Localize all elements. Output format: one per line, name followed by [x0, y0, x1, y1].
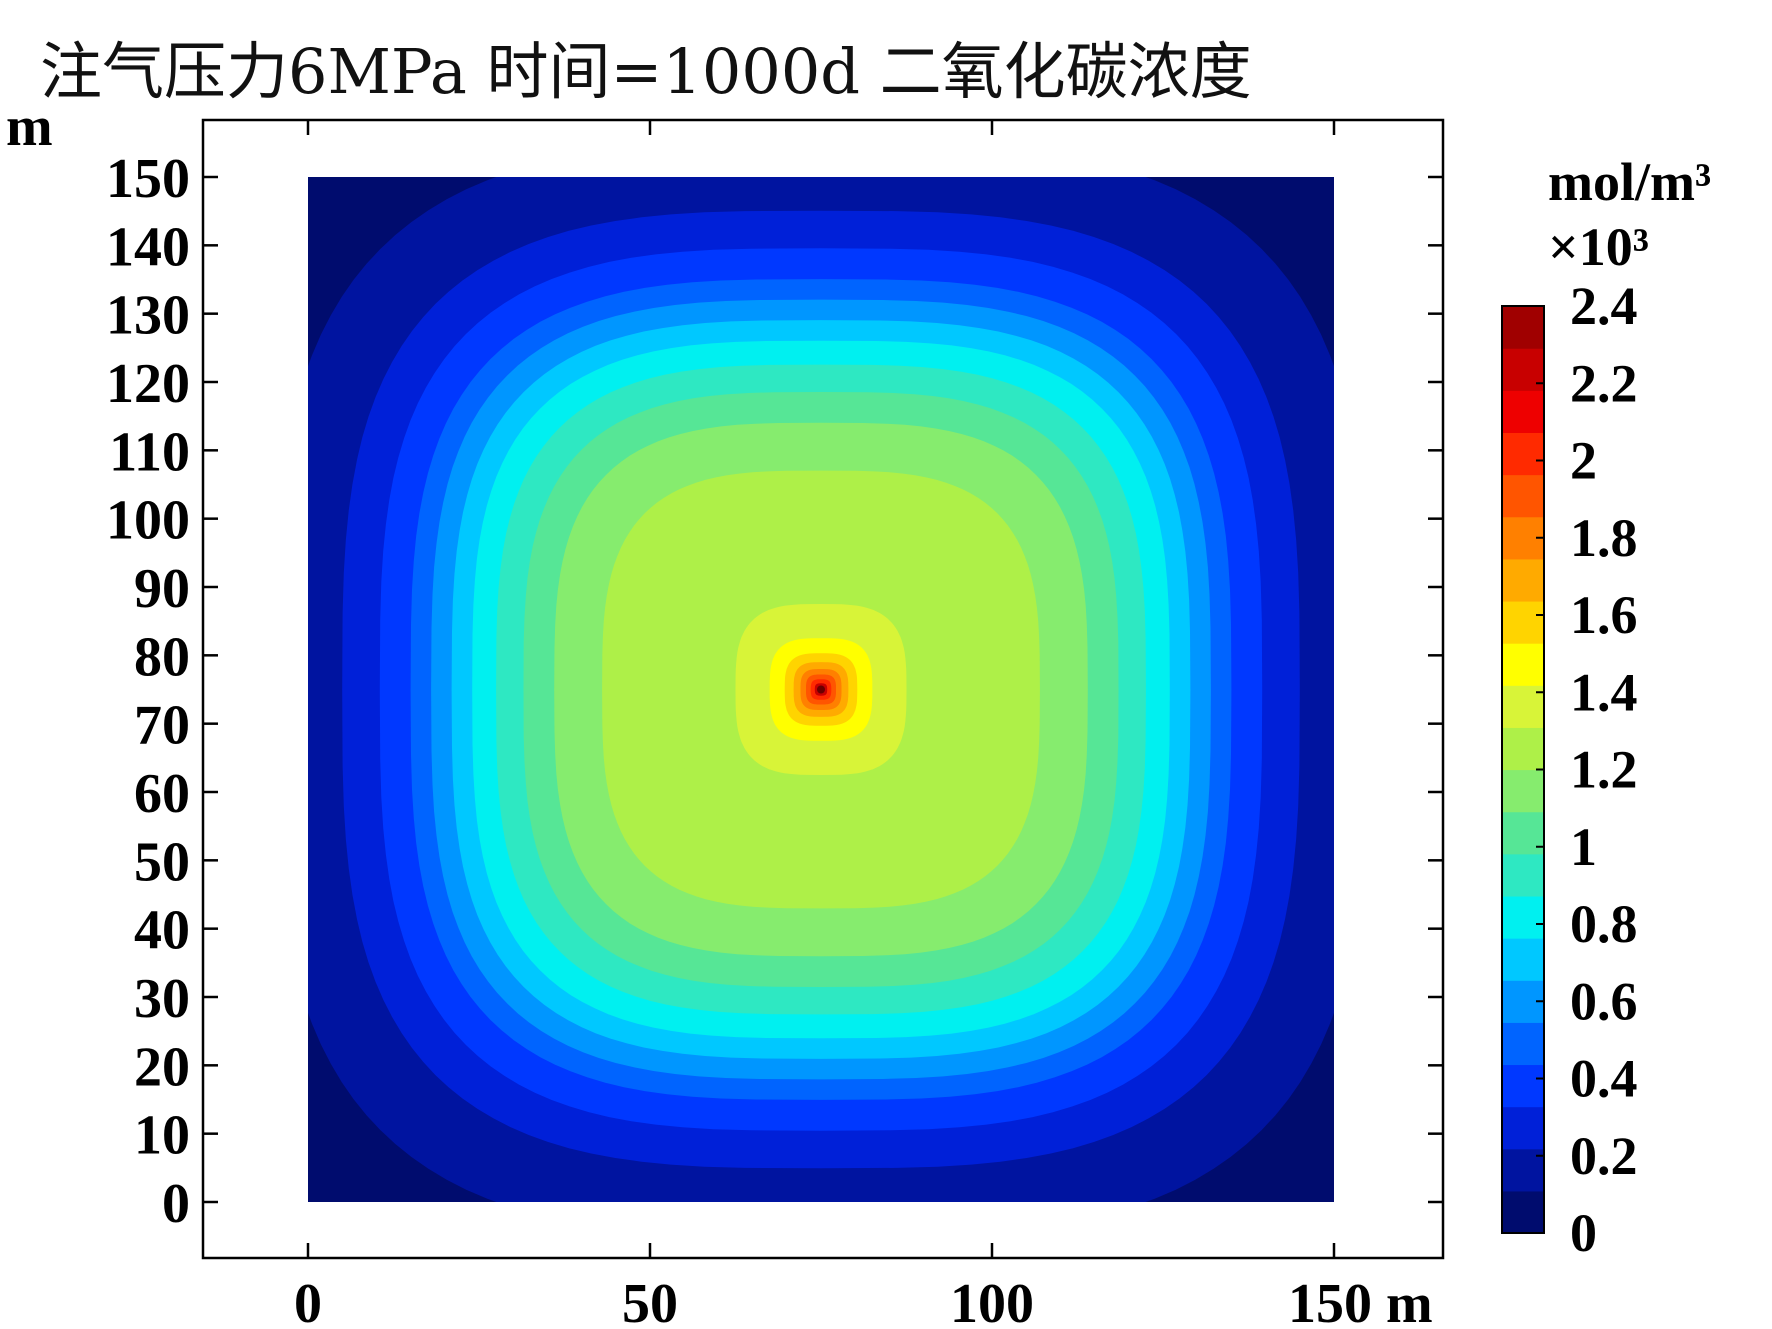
y-tick-label: 90	[134, 558, 190, 620]
colorbar-band	[1502, 306, 1544, 349]
colorbar-band	[1502, 601, 1544, 644]
colorbar-scale: ×10³	[1548, 217, 1649, 277]
y-tick-label: 130	[106, 285, 190, 347]
y-tick-label: 40	[134, 900, 190, 962]
x-tick-label: 150 m	[1288, 1273, 1433, 1329]
y-tick-label: 140	[106, 216, 190, 278]
colorbar-tick-label: 1.4	[1570, 662, 1638, 722]
colorbar-tick-label: 1	[1570, 817, 1597, 877]
colorbar-band	[1502, 390, 1544, 433]
colorbar-band	[1502, 432, 1544, 475]
colorbar-tick-label: 0.8	[1570, 894, 1638, 954]
colorbar-tick-label: 0.6	[1570, 971, 1638, 1031]
colorbar-band	[1502, 1022, 1544, 1065]
y-tick-label: 120	[106, 353, 190, 415]
colorbar-tick-label: 0.4	[1570, 1049, 1638, 1109]
colorbar-band	[1502, 1191, 1544, 1234]
y-tick-label: 80	[134, 626, 190, 688]
colorbar-unit: mol/m³	[1548, 152, 1711, 212]
y-tick-label: 70	[134, 695, 190, 757]
y-tick-label: 10	[134, 1105, 190, 1167]
plot-area	[137, 6, 1505, 1329]
y-tick-label: 100	[106, 490, 190, 552]
colorbar-tick-label: 0	[1570, 1203, 1597, 1263]
y-tick-label: 50	[134, 831, 190, 893]
colorbar-band	[1502, 854, 1544, 897]
contour-bands	[137, 6, 1505, 1329]
colorbar-tick-label: 1.8	[1570, 508, 1638, 568]
y-axis-unit: m	[6, 96, 53, 158]
chart-figure: 注气压力6MPa 时间=1000d 二氧化碳浓度 010203040506070…	[0, 0, 1772, 1329]
chart-title: 注气压力6MPa 时间=1000d 二氧化碳浓度	[40, 35, 1252, 108]
colorbar-band	[1502, 896, 1544, 939]
colorbar-band	[1502, 475, 1544, 518]
y-tick-label: 150	[106, 148, 190, 210]
colorbar-tick-label: 2.2	[1570, 353, 1638, 413]
x-tick-label: 50	[622, 1273, 678, 1329]
colorbar-band	[1502, 559, 1544, 602]
y-tick-label: 110	[109, 421, 190, 483]
colorbar-tick-label: 1.2	[1570, 740, 1638, 800]
y-tick-label: 60	[134, 763, 190, 825]
colorbar-band	[1502, 727, 1544, 770]
colorbar-band	[1502, 770, 1544, 813]
colorbar-tick-label: 2.4	[1570, 276, 1638, 336]
colorbar-band	[1502, 348, 1544, 391]
colorbar-tick-label: 0.2	[1570, 1126, 1638, 1186]
colorbar-tick-label: 1.6	[1570, 585, 1638, 645]
y-tick-label: 20	[134, 1036, 190, 1098]
x-tick-label: 100	[950, 1273, 1034, 1329]
x-tick-label: 0	[294, 1273, 322, 1329]
colorbar-band	[1502, 643, 1544, 686]
colorbar-band	[1502, 1064, 1544, 1107]
colorbar-band	[1502, 1107, 1544, 1150]
colorbar-band	[1502, 938, 1544, 981]
colorbar-band	[1502, 812, 1544, 855]
injection-point	[817, 686, 825, 694]
colorbar-tick-label: 2	[1570, 431, 1597, 491]
colorbar: 2.4 2.2 2 1.8 1.6 1.4 1.2 1 0.8 0.6 0.4 0.2 0	[1502, 276, 1638, 1263]
y-tick-label: 0	[162, 1173, 190, 1235]
y-tick-label: 30	[134, 968, 190, 1030]
